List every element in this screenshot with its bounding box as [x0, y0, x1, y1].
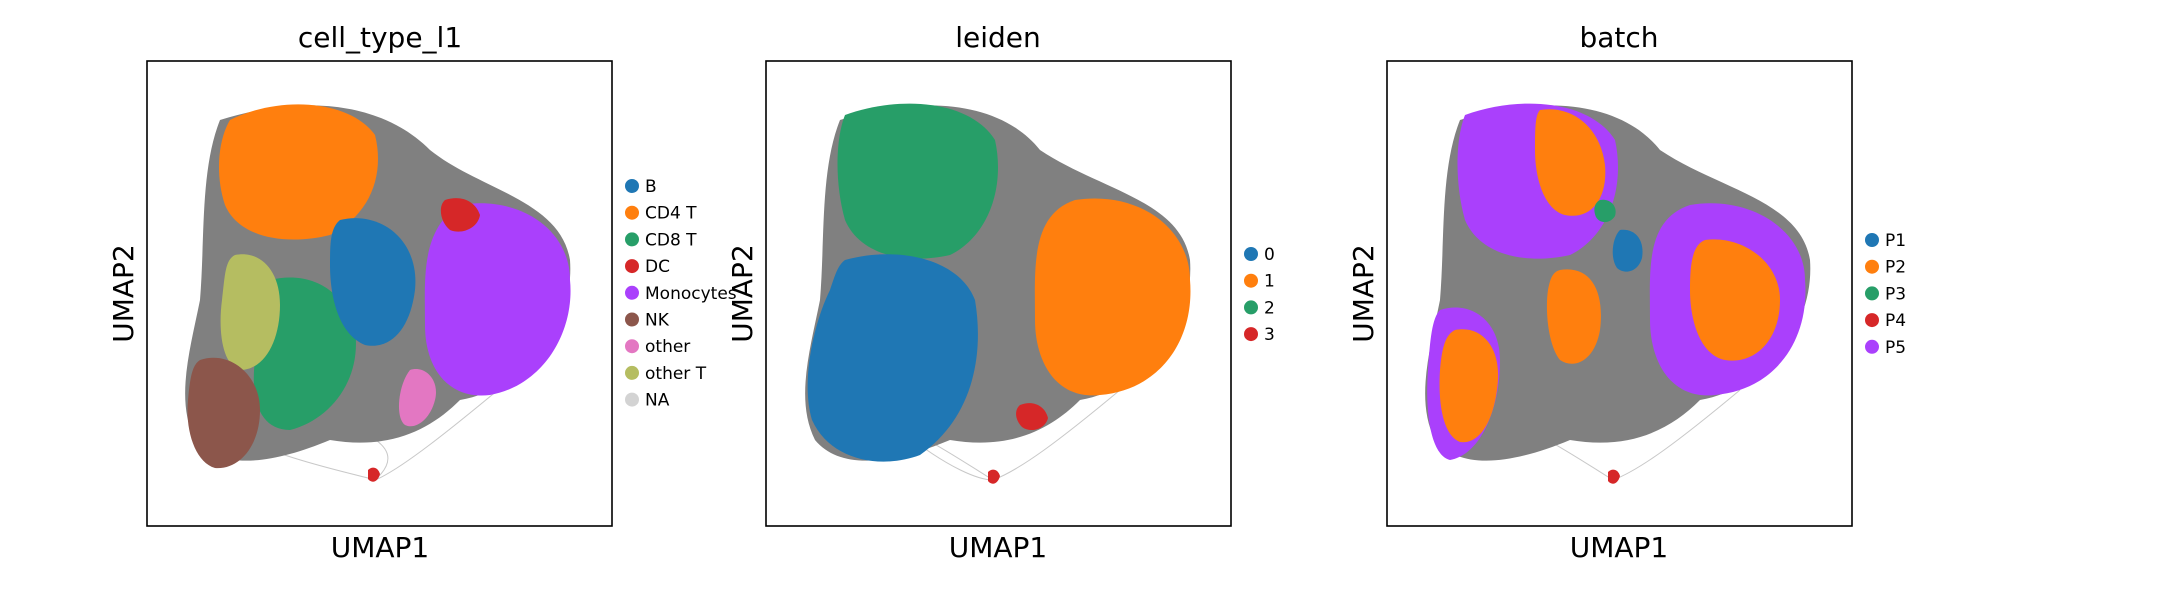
p2-region: [1439, 109, 1780, 443]
y-axis-label: UMAP2: [726, 244, 759, 343]
panel-title: leiden: [955, 21, 1041, 54]
cd4-t-region: [218, 104, 378, 240]
legend-marker: [625, 312, 639, 327]
legend-label: other: [645, 337, 690, 357]
cluster-3-region: [988, 403, 1048, 484]
legend-label: NA: [645, 391, 670, 411]
legend-marker: [1244, 300, 1258, 315]
x-axis-label: UMAP1: [949, 531, 1048, 564]
y-axis-label: UMAP2: [107, 244, 140, 343]
p5-region: [1427, 103, 1806, 460]
legend-marker: [1244, 247, 1258, 261]
scatter-regions: [805, 103, 1191, 484]
legend-marker: [625, 392, 639, 407]
legend-label: P2: [1885, 258, 1906, 278]
legend-label: P3: [1885, 284, 1906, 304]
legend: B CD4 T CD8 T DC Monocytes NK other other T NA: [625, 177, 737, 411]
legend-marker: [625, 232, 639, 247]
legend-label: 0: [1264, 245, 1275, 265]
cluster-0-region: [807, 254, 978, 462]
plot-area: [185, 104, 571, 482]
dc-region: [368, 198, 480, 482]
x-axis-label: UMAP1: [331, 531, 430, 564]
panel-cell-type-l1: cell_type_l1 UMAP1 UMAP2 B CD4 T CD8 T DC Mo…: [107, 21, 737, 564]
panel-batch: batch UMAP1 UMAP2 P1 P2 P3 P4 P5: [1347, 21, 1906, 564]
monocytes-region: [424, 203, 571, 396]
legend-label: 3: [1264, 325, 1275, 345]
legend-label: P1: [1885, 231, 1906, 251]
legend-marker: [625, 339, 639, 354]
legend-label: 1: [1264, 272, 1275, 292]
legend-label: DC: [645, 257, 670, 277]
legend-label: B: [645, 177, 657, 197]
legend-label: P4: [1885, 311, 1906, 331]
panel-title: cell_type_l1: [298, 21, 462, 54]
plot-frame: [146, 60, 613, 527]
legend-marker: [1865, 259, 1879, 274]
p1-region: [1612, 229, 1643, 272]
legend-label: 2: [1264, 298, 1275, 318]
scatter-regions: [185, 104, 571, 482]
legend-marker: [625, 259, 639, 274]
legend-marker: [1865, 313, 1879, 328]
plot-area: [805, 103, 1191, 484]
plot-frame: [765, 60, 1232, 527]
p3-region: [1594, 199, 1616, 223]
nk-region: [187, 357, 260, 469]
p4-region: [1608, 469, 1620, 484]
legend-label: Monocytes: [645, 284, 737, 304]
panel-title: batch: [1579, 21, 1658, 54]
legend-marker: [1244, 327, 1258, 342]
plot-frame: [1386, 60, 1853, 527]
legend-marker: [1865, 339, 1879, 354]
legend-label: NK: [645, 311, 670, 331]
x-axis-label: UMAP1: [1570, 531, 1669, 564]
legend-marker: [1865, 233, 1879, 247]
legend-marker: [625, 205, 639, 220]
legend-label: other T: [645, 364, 707, 384]
legend: 0 1 2 3: [1244, 245, 1275, 345]
legend-marker: [1244, 273, 1258, 288]
b-region: [330, 218, 416, 346]
cluster-1-region: [1034, 198, 1191, 396]
legend-label: CD8 T: [645, 230, 697, 250]
other-t-region: [220, 254, 280, 370]
legend: P1 P2 P3 P4 P5: [1865, 231, 1906, 358]
legend-label: P5: [1885, 338, 1906, 358]
legend-marker: [1865, 286, 1879, 301]
legend-label: CD4 T: [645, 204, 697, 224]
other-region: [398, 369, 436, 427]
cluster-2-region: [837, 103, 998, 259]
y-axis-label: UMAP2: [1347, 244, 1380, 343]
legend-marker: [625, 179, 639, 193]
legend-marker: [625, 285, 639, 300]
plot-area: [1425, 103, 1811, 484]
panel-leiden: leiden UMAP1 UMAP2 0 1 2 3: [726, 21, 1275, 564]
legend-marker: [625, 365, 639, 380]
scatter-regions: [1425, 103, 1811, 484]
